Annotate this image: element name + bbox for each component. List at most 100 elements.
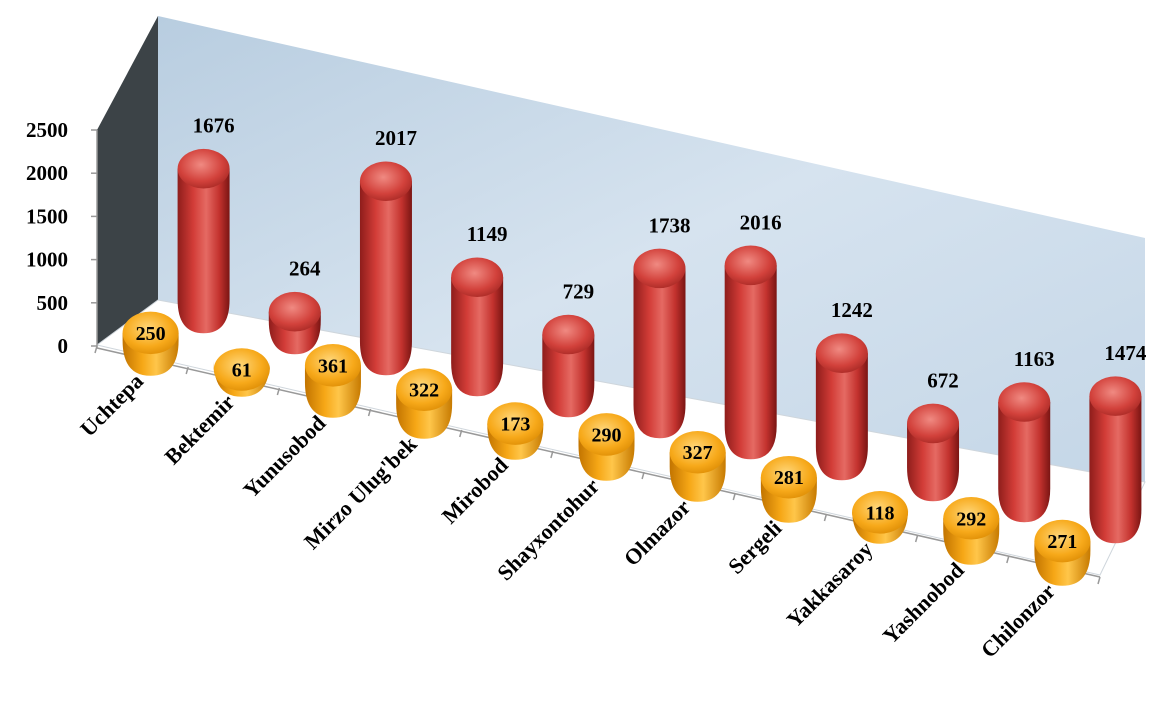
bar-back — [724, 245, 777, 460]
bar-front-top — [943, 496, 1000, 540]
x-tick-mark — [459, 429, 463, 438]
category-label: Bektemir — [159, 389, 239, 469]
x-tick-mark — [1097, 576, 1101, 585]
x-tick-mark — [185, 366, 189, 375]
data-label-front: 118 — [866, 502, 895, 524]
y-axis: 0 500 1000 1500 2000 2500 — [26, 118, 98, 358]
category-label: Shayxontohur — [492, 473, 604, 585]
bar-back-top — [268, 291, 321, 332]
bar-front-top — [578, 413, 635, 456]
bar-front-top — [213, 348, 270, 391]
category-label: Mirzo Ulug'bek — [299, 431, 422, 554]
data-label-back: 729 — [563, 280, 595, 304]
back-wall — [158, 16, 1145, 482]
data-label-back: 1242 — [831, 298, 873, 322]
y-tick-label: 1000 — [26, 248, 68, 272]
bar-front — [304, 344, 361, 418]
x-tick-mark — [1006, 555, 1010, 564]
x-tick-mark — [823, 513, 828, 522]
bar-front — [487, 402, 544, 460]
data-label-front: 271 — [1047, 531, 1077, 553]
bar-front-top — [852, 491, 909, 534]
x-tick-mark — [276, 387, 281, 396]
bar-front-top — [304, 344, 361, 387]
x-tick-mark — [641, 471, 645, 480]
bar-back — [633, 248, 686, 439]
bar-back — [359, 161, 412, 376]
bar-front-top — [669, 430, 726, 474]
category-label: Yashnobod — [878, 557, 969, 648]
y-tick-label: 1500 — [26, 204, 68, 228]
data-label-front: 173 — [500, 414, 530, 436]
bar-front — [943, 496, 1000, 565]
bar-back-body — [998, 402, 1051, 523]
bar-back — [907, 403, 960, 502]
x-tick-mark — [914, 534, 919, 543]
bar-back-top — [907, 403, 960, 444]
x-tick-mark — [94, 345, 98, 354]
data-label-back: 1738 — [649, 213, 691, 237]
bar-back — [815, 333, 868, 481]
category-label: Sergeli — [723, 515, 786, 578]
y-tick-label: 500 — [37, 291, 69, 315]
bar-back-body — [359, 181, 412, 376]
category-label: Chilonzor — [976, 578, 1060, 662]
data-label-front: 290 — [592, 424, 622, 446]
data-label-back: 672 — [927, 368, 959, 392]
bar-back-top — [633, 248, 686, 289]
y-tick-label: 0 — [58, 334, 69, 358]
bar-back — [451, 257, 504, 397]
data-label-back: 264 — [289, 257, 321, 281]
data-label-front: 292 — [956, 508, 986, 530]
bar-back-top — [815, 333, 868, 373]
bar-front — [578, 413, 635, 481]
bar-back-top — [724, 245, 777, 286]
y-tick-label: 2500 — [26, 118, 68, 142]
category-label: Mirobod — [437, 452, 513, 528]
bar-back — [1089, 376, 1142, 544]
bar-back-top — [359, 161, 412, 201]
back-series: 1676 264 2017 1149 729 1738 2016 1242 672 1163 147… — [177, 114, 1147, 544]
bar-back-top — [998, 382, 1051, 422]
side-wall — [97, 16, 158, 345]
x-tick-mark — [367, 408, 372, 417]
x-tick-mark — [550, 450, 554, 459]
bar-front-top — [1034, 519, 1091, 563]
data-label-back: 1676 — [193, 114, 235, 138]
bar-front — [760, 455, 817, 523]
data-label-front: 250 — [136, 323, 166, 345]
bar-front-top — [396, 368, 453, 411]
bar-back-top — [451, 257, 504, 297]
x-tick-mark — [732, 492, 736, 501]
bar-front-top — [122, 311, 179, 355]
data-label-back: 1163 — [1014, 347, 1055, 371]
front-series: 250 61 361 322 173 290 327 281 118 292 271 — [122, 311, 1091, 586]
bar-back — [542, 314, 595, 418]
bar-front-top — [760, 455, 817, 499]
category-label: Yakkasaroy — [782, 536, 878, 632]
bar-front — [1034, 519, 1091, 586]
data-label-back: 2016 — [740, 210, 782, 234]
bar-back-top — [542, 314, 595, 355]
data-label-back: 2017 — [375, 126, 417, 150]
bar-front — [669, 430, 726, 502]
data-label-front: 327 — [683, 442, 713, 464]
category-label: Olmazor — [619, 494, 696, 571]
bar-front — [852, 491, 909, 544]
bar-front-top — [487, 402, 544, 445]
data-label-front: 361 — [318, 355, 348, 377]
bar-front — [396, 368, 453, 439]
bar-back — [998, 382, 1051, 523]
bar-back-top — [177, 148, 230, 189]
category-label: Uchtepa — [75, 368, 148, 441]
data-label-back: 1474 — [1104, 341, 1147, 365]
data-label-front: 322 — [409, 380, 439, 402]
category-label: Yunusobod — [238, 410, 330, 502]
bar-back-body — [451, 277, 504, 397]
data-label-back: 1149 — [467, 222, 508, 246]
bar-back-top — [1089, 376, 1142, 416]
bar-back-body — [815, 353, 868, 481]
data-label-front: 281 — [774, 467, 804, 489]
bar-back-body — [633, 268, 686, 439]
